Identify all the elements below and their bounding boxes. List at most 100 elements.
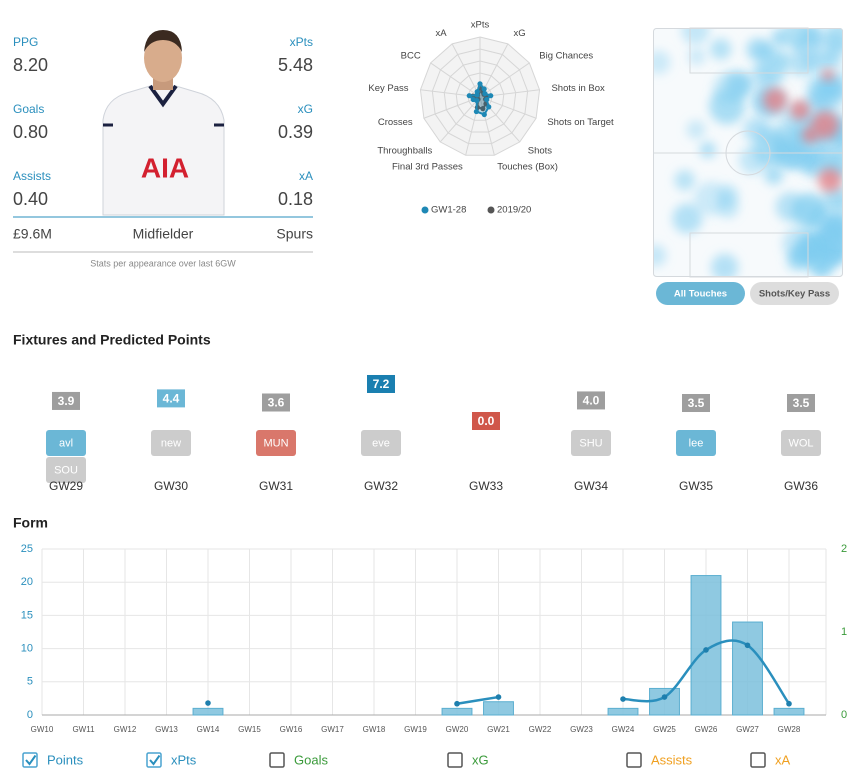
section-title: Form — [13, 515, 48, 531]
x-tick-label: GW15 — [238, 725, 261, 734]
stat-label: xPts — [290, 35, 313, 49]
bar — [773, 707, 805, 716]
legend-label[interactable]: Assists — [651, 752, 693, 767]
legend-item[interactable]: Points — [22, 752, 84, 768]
legend-item[interactable]: Goals — [269, 752, 328, 768]
heat-blob — [653, 50, 671, 75]
radar-spoke — [430, 62, 481, 98]
checkbox[interactable] — [447, 752, 463, 768]
line-point — [454, 700, 460, 707]
legend-label[interactable]: Points — [47, 752, 84, 767]
y2-tick-label: 1 — [841, 626, 847, 638]
x-tick-label: GW21 — [487, 725, 510, 734]
x-tick-label: GW11 — [72, 725, 95, 734]
y-tick-label: 25 — [21, 543, 33, 555]
legend-marker — [421, 206, 429, 214]
radar-label: Touches (Box) — [497, 161, 558, 172]
heat-blob — [672, 203, 703, 234]
checkbox[interactable] — [626, 752, 642, 768]
opponent-pill — [46, 430, 86, 456]
gameweek-label: GW31 — [259, 479, 293, 493]
legend-item[interactable]: Assists — [626, 752, 693, 768]
heat-blob — [674, 170, 695, 191]
predicted-label: 0.0 — [478, 414, 495, 428]
stat-value: 5.48 — [278, 55, 313, 75]
checkbox[interactable] — [146, 752, 162, 768]
opponent-name: SHU — [579, 437, 602, 449]
radar-label: Shots on Target — [547, 117, 614, 128]
heat-blob — [829, 191, 843, 212]
legend-item[interactable]: xG — [447, 752, 489, 768]
predicted-points — [367, 374, 395, 393]
opponent-pill — [151, 430, 191, 456]
radar-spoke — [439, 96, 481, 143]
bar — [732, 621, 763, 716]
button-label[interactable]: All Touches — [674, 289, 727, 300]
gameweek-label: GW30 — [154, 479, 188, 493]
radar-spoke — [451, 43, 481, 98]
gameweek-label: GW35 — [679, 479, 713, 493]
line-point — [661, 694, 668, 700]
legend-item[interactable]: xA — [750, 752, 791, 768]
y-tick-label: 15 — [21, 609, 33, 621]
button-label[interactable]: Shots/Key Pass — [759, 289, 830, 300]
legend-label[interactable]: Goals — [294, 752, 328, 767]
opponent-pill — [676, 430, 716, 456]
stat-value: 0.80 — [13, 122, 48, 142]
gameweek-label: GW32 — [364, 479, 398, 493]
checkbox[interactable] — [22, 752, 38, 768]
checkbox[interactable] — [750, 752, 766, 768]
legend-label[interactable]: xA — [775, 752, 791, 767]
predicted-label: 3.9 — [58, 394, 75, 408]
y2-tick-label: 2 — [841, 543, 847, 555]
legend-label[interactable]: xPts — [171, 752, 197, 767]
heat-blob — [717, 184, 739, 206]
stats-note: Stats per appearance over last 6GW — [90, 258, 236, 268]
radar-label: Big Chances — [539, 51, 593, 62]
opponent-name: new — [161, 437, 181, 449]
radar-point — [482, 90, 488, 97]
opponent-pill — [256, 430, 296, 456]
legend-label[interactable]: xG — [472, 752, 489, 767]
gameweek-label: GW34 — [574, 479, 608, 493]
toggle-button[interactable]: Shots/Key Pass — [750, 282, 839, 305]
stat-value: 0.18 — [278, 189, 313, 209]
radar-point — [484, 96, 490, 103]
y-tick-label: 0 — [27, 709, 33, 721]
x-tick-label: GW12 — [114, 725, 137, 734]
team: Spurs — [276, 226, 313, 242]
radar-label: xA — [435, 28, 447, 39]
y-tick-label: 5 — [27, 676, 33, 688]
radar-ring — [455, 72, 505, 121]
radar-spoke — [423, 96, 481, 119]
radar-point — [481, 86, 487, 92]
x-tick-label: GW18 — [363, 725, 386, 734]
checkbox[interactable] — [269, 752, 285, 768]
predicted-label: 4.4 — [163, 392, 180, 406]
x-tick-label: GW28 — [778, 725, 801, 734]
predicted-points — [262, 393, 290, 412]
toggle-button[interactable]: All Touches — [656, 282, 745, 305]
radar-point — [486, 104, 492, 110]
opponent-pill — [571, 430, 611, 456]
radar-point — [466, 93, 472, 99]
predicted-points — [472, 412, 500, 430]
radar-spoke — [479, 96, 537, 119]
button-bg — [656, 282, 745, 305]
x-tick-label: GW19 — [404, 725, 427, 734]
legend-item[interactable]: xPts — [146, 752, 197, 768]
legend-label: GW1-28 — [431, 205, 466, 216]
opponent-pill — [361, 430, 401, 456]
x-tick-label: GW20 — [446, 725, 469, 734]
predicted-label: 3.5 — [688, 396, 705, 410]
x-tick-label: GW27 — [736, 725, 759, 734]
line-point — [786, 700, 792, 707]
heat-blob — [782, 28, 815, 51]
heat-blob — [746, 37, 769, 61]
bar — [192, 707, 224, 716]
radar-label: Crosses — [378, 117, 413, 128]
radar-spoke — [479, 62, 530, 98]
heat-blob — [821, 220, 843, 243]
heat-blob — [710, 38, 732, 60]
radar-label: Throughballs — [377, 145, 432, 156]
